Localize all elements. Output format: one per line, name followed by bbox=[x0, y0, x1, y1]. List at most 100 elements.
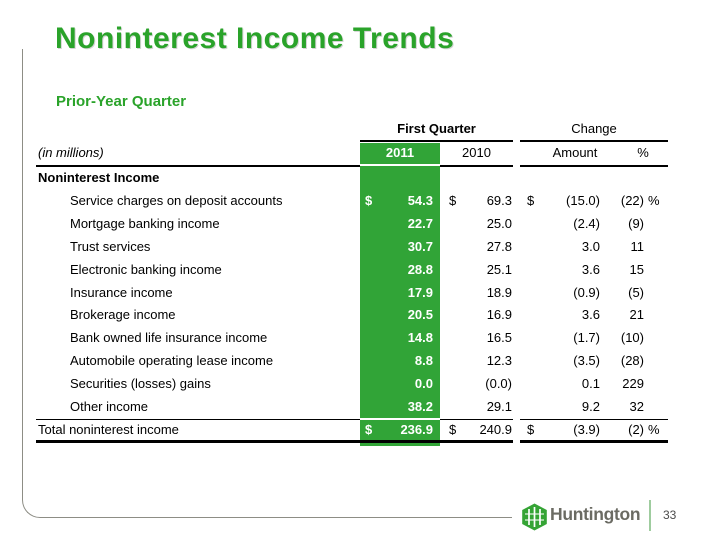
value-2011: 38.2 bbox=[407, 399, 433, 414]
value-2010: 29.1 bbox=[486, 399, 512, 414]
row-label: Bank owned life insurance income bbox=[70, 330, 268, 345]
column-group-change: Change bbox=[571, 121, 617, 136]
value-change-amount: (3.5) bbox=[573, 353, 600, 368]
column-group-first-quarter: First Quarter bbox=[397, 121, 476, 136]
percent-sign: % bbox=[648, 422, 660, 437]
percent-sign: % bbox=[648, 193, 660, 208]
value-2010: 16.9 bbox=[486, 307, 512, 322]
huntington-logo-icon bbox=[522, 503, 547, 531]
row-label: Securities (losses) gains bbox=[70, 376, 211, 391]
highlight-column-2011 bbox=[360, 143, 440, 446]
value-change-amount: (15.0) bbox=[566, 193, 600, 208]
dollar-sign-change-amount: $ bbox=[527, 422, 535, 437]
value-change-pct: (5) bbox=[628, 285, 644, 300]
header-rule-change bbox=[520, 165, 668, 167]
row-label: Automobile operating lease income bbox=[70, 353, 274, 368]
row-label: Trust services bbox=[70, 239, 151, 254]
value-2011: 20.5 bbox=[407, 307, 433, 322]
value-2010: (0.0) bbox=[485, 376, 512, 391]
value-change-amount: 9.2 bbox=[581, 399, 600, 414]
change-underline bbox=[520, 140, 668, 142]
units-label: (in millions) bbox=[38, 145, 104, 160]
row-label: Brokerage income bbox=[70, 307, 176, 322]
value-change-pct: (2) bbox=[628, 422, 644, 437]
value-2010: 25.0 bbox=[486, 216, 512, 231]
value-2011: 22.7 bbox=[407, 216, 433, 231]
total-rule-left bbox=[36, 419, 360, 421]
value-2011: 30.7 bbox=[407, 239, 433, 254]
table-row: Bank owned life insurance income 14.8 16… bbox=[36, 327, 668, 349]
table-row: Other income 38.2 29.1 9.2 32 bbox=[36, 396, 668, 418]
value-2011: 54.3 bbox=[407, 193, 433, 208]
row-label: Other income bbox=[70, 399, 149, 414]
value-2011: 236.9 bbox=[400, 422, 433, 437]
value-change-pct: 32 bbox=[629, 399, 644, 414]
value-change-pct: 15 bbox=[629, 262, 644, 277]
value-2010: 25.1 bbox=[486, 262, 512, 277]
value-2011: 14.8 bbox=[407, 330, 433, 345]
value-change-amount: (1.7) bbox=[573, 330, 600, 345]
page-number: 33 bbox=[663, 508, 677, 522]
value-2010: 16.5 bbox=[486, 330, 512, 345]
total-rule-mid bbox=[440, 419, 513, 421]
value-change-amount: 3.0 bbox=[581, 239, 600, 254]
row-label: Total noninterest income bbox=[38, 422, 179, 437]
value-2011: 17.9 bbox=[407, 285, 433, 300]
value-change-pct: 11 bbox=[630, 239, 645, 254]
value-2011: 8.8 bbox=[414, 353, 433, 368]
value-change-pct: (22) bbox=[620, 193, 644, 208]
column-header-2010: 2010 bbox=[462, 145, 491, 160]
table-row: Brokerage income 20.5 16.9 3.6 21 bbox=[36, 304, 668, 326]
value-2010: 12.3 bbox=[486, 353, 512, 368]
bottom-rule-left bbox=[36, 440, 513, 443]
column-header-amount: Amount bbox=[552, 145, 598, 160]
column-header-pct: % bbox=[637, 145, 649, 160]
table-row: Electronic banking income 28.8 25.1 3.6 … bbox=[36, 259, 668, 281]
value-2010: 27.8 bbox=[486, 239, 512, 254]
highlight-column-divider-top bbox=[360, 163, 440, 166]
table-row: Mortgage banking income 22.7 25.0 (2.4) … bbox=[36, 213, 668, 235]
total-rule-change bbox=[520, 419, 668, 421]
value-change-amount: 0.1 bbox=[581, 376, 600, 391]
table-row: Automobile operating lease income 8.8 12… bbox=[36, 350, 668, 372]
value-change-amount: 3.6 bbox=[581, 307, 600, 322]
highlight-column-divider-bottom bbox=[360, 418, 440, 421]
row-label: Noninterest Income bbox=[38, 170, 160, 185]
value-change-amount: (3.9) bbox=[573, 422, 600, 437]
value-2010: 69.3 bbox=[486, 193, 512, 208]
page-title: Noninterest Income Trends bbox=[55, 22, 455, 55]
value-change-pct: 229 bbox=[622, 376, 644, 391]
table-row: Securities (losses) gains 0.0 (0.0) 0.1 … bbox=[36, 373, 668, 395]
value-change-pct: (9) bbox=[628, 216, 644, 231]
value-2011: 0.0 bbox=[414, 376, 433, 391]
value-change-amount: (2.4) bbox=[573, 216, 600, 231]
column-header-2011: 2011 bbox=[385, 145, 415, 160]
value-change-amount: 3.6 bbox=[581, 262, 600, 277]
header-rule-left bbox=[36, 165, 360, 167]
row-label: Service charges on deposit accounts bbox=[70, 193, 283, 208]
bottom-rule-change bbox=[520, 440, 668, 443]
dollar-sign-2010: $ bbox=[449, 193, 457, 208]
table-row: Total noninterest income $ 236.9 $ 240.9… bbox=[36, 419, 668, 441]
huntington-logo-text: Huntington bbox=[550, 504, 641, 524]
row-label: Insurance income bbox=[70, 285, 173, 300]
table-row: Insurance income 17.9 18.9 (0.9) (5) bbox=[36, 282, 668, 304]
value-2011: 28.8 bbox=[407, 262, 433, 277]
row-label: Mortgage banking income bbox=[70, 216, 220, 231]
value-change-pct: (10) bbox=[620, 330, 644, 345]
header-rule-mid bbox=[440, 165, 513, 167]
dollar-sign-2010: $ bbox=[449, 422, 457, 437]
table-row: Noninterest Income bbox=[36, 167, 668, 189]
table-row: Trust services 30.7 27.8 3.0 11 bbox=[36, 236, 668, 258]
value-2010: 18.9 bbox=[486, 285, 512, 300]
row-label: Electronic banking income bbox=[70, 262, 222, 277]
value-2010: 240.9 bbox=[479, 422, 512, 437]
slide-subtitle: Prior-Year Quarter bbox=[56, 93, 187, 110]
value-change-pct: (28) bbox=[620, 353, 644, 368]
value-change-amount: (0.9) bbox=[573, 285, 600, 300]
slide-border-line bbox=[22, 49, 512, 518]
table-row: Service charges on deposit accounts $ 54… bbox=[36, 190, 668, 212]
dollar-sign-2011: $ bbox=[365, 422, 373, 437]
dollar-sign-2011: $ bbox=[365, 193, 373, 208]
